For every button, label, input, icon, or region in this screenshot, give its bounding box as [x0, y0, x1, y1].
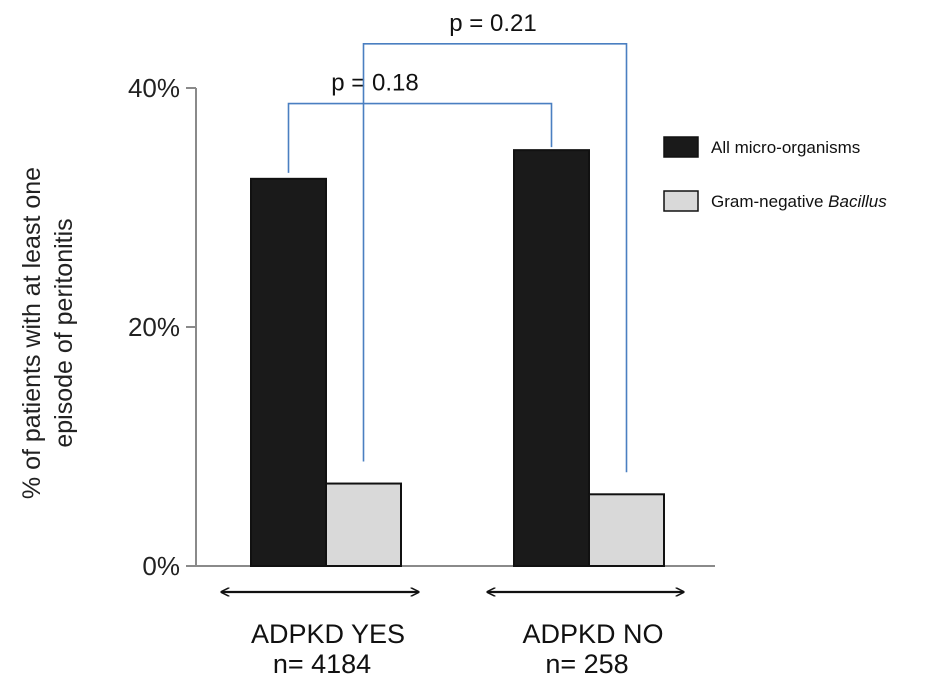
- bar-series1-cat0: [325, 482, 402, 568]
- bar-series0-cat1: [513, 149, 590, 567]
- category-label-1: ADPKD NO: [522, 619, 663, 649]
- bracket-0: [287, 102, 553, 173]
- y-axis-label-line2: episode of peritonitis: [50, 218, 78, 447]
- legend-swatch-0: [663, 136, 699, 158]
- legend: All micro-organisms Gram-negative Bacillu…: [663, 136, 887, 212]
- legend-label-0: All micro-organisms: [711, 138, 860, 157]
- bar-series1-cat1: [588, 493, 665, 567]
- bracket-1: [362, 42, 628, 473]
- p-value-label-1: p = 0.21: [449, 10, 536, 37]
- y-tick-label-2: 40%: [128, 73, 180, 103]
- category-n-label-1: n= 258: [545, 649, 628, 679]
- legend-label-main-0: All micro-organisms: [711, 138, 860, 157]
- significance-brackets: p = 0.18 p = 0.21: [287, 10, 628, 473]
- y-tick-label-0: 0%: [142, 551, 180, 581]
- p-value-label-0: p = 0.18: [331, 70, 418, 97]
- legend-label-main-1: Gram-negative: [711, 192, 828, 211]
- bars: [250, 149, 665, 568]
- bar-series0-cat0: [250, 177, 327, 567]
- category-n-label-0: n= 4184: [273, 649, 371, 679]
- legend-swatch-1: [663, 190, 699, 212]
- legend-label-italic-1: Bacillus: [828, 192, 887, 211]
- category-label-0: ADPKD YES: [251, 619, 405, 649]
- y-tick-label-1: 20%: [128, 312, 180, 342]
- legend-label-1: Gram-negative Bacillus: [711, 192, 887, 211]
- y-axis-label-line1: % of patients with at least one: [18, 167, 46, 499]
